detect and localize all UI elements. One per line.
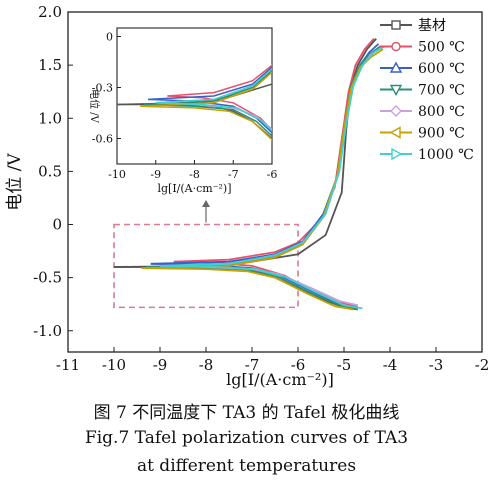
legend-marker-triangle xyxy=(389,61,403,73)
y-tick-label: 2.0 xyxy=(38,3,62,21)
inset-x-axis-label: lg[I/(A·cm⁻²)] xyxy=(157,182,231,195)
y-tick-label: 0.5 xyxy=(38,162,62,180)
inset-series-line-600-anodic xyxy=(147,66,272,101)
legend-item: 1000 ℃ xyxy=(380,147,474,163)
x-tick-label: -7 xyxy=(245,356,260,374)
main-plot: -11 -10 -9 -8 -7 -6 -5 -4 -3 -2 -1.0 -0.5 0 0.5 1.0 1.5… xyxy=(5,3,489,389)
series-line-base-cathodic xyxy=(114,266,358,311)
x-tick-label: -8 xyxy=(199,356,214,374)
inset-series-line-900-cathodic xyxy=(140,105,272,141)
inset-x-tick-label: -9 xyxy=(150,168,161,181)
legend-item: 700 ℃ xyxy=(380,83,465,99)
x-tick-label: -4 xyxy=(383,356,398,374)
inset-frame xyxy=(116,27,273,165)
y-tick-label: -0.5 xyxy=(33,269,62,287)
figure-caption-english-line2: at different temperatures xyxy=(136,456,357,476)
legend-marker-triangle-left xyxy=(389,126,401,139)
series-line-1000-cathodic xyxy=(159,265,363,310)
x-tick-label: -10 xyxy=(102,356,126,374)
x-tick-label: -3 xyxy=(429,356,444,374)
inset-y-tick-label: -0.3 xyxy=(92,82,113,95)
inset-x-tick-label: -8 xyxy=(189,168,200,181)
legend-item: 600 ℃ xyxy=(380,61,465,77)
inset-x-tick-label: -10 xyxy=(108,168,126,181)
legend-item: 900 ℃ xyxy=(380,126,465,142)
legend-marker-square xyxy=(391,20,401,30)
legend-marker-triangle-right xyxy=(391,147,403,161)
y-axis-label: 电位 /V xyxy=(5,153,25,211)
zoom-region-box xyxy=(113,223,299,309)
series-line-1000-anodic xyxy=(159,45,386,267)
x-tick-label: -11 xyxy=(56,356,80,374)
legend-marker-triangle-down xyxy=(389,84,403,96)
legend-label: 700 ℃ xyxy=(418,83,465,99)
inset-plot: -10 -9 -8 -7 -6 0 -0.3 -0.6 lg[I/(A·cm⁻²)] 电位 /V xyxy=(88,27,278,195)
inset-series-line-900-anodic xyxy=(140,71,272,107)
series-line-700-cathodic xyxy=(146,266,359,311)
legend: 基材 500 ℃ 600 ℃ 700 ℃ 800 ℃ 900 ℃ 1000 ℃ xyxy=(380,17,474,163)
x-axis-label: lg[I/(A·cm⁻²)] xyxy=(226,370,334,389)
legend-label: 500 ℃ xyxy=(418,40,465,56)
inset-series-line-1000-anodic xyxy=(155,67,272,104)
legend-label: 基材 xyxy=(418,17,446,34)
inset-series-line-500-cathodic xyxy=(167,95,272,132)
inset-series-line-500-anodic xyxy=(167,63,272,97)
y-tick-label: -1.0 xyxy=(33,322,62,340)
legend-item: 基材 xyxy=(380,17,446,34)
inset-y-axis-label: 电位 /V xyxy=(88,89,101,124)
inset-series-line-700-cathodic xyxy=(144,103,272,138)
x-tick-label: -9 xyxy=(153,356,168,374)
y-tick-label: 1.5 xyxy=(38,56,62,74)
plot-frame xyxy=(67,11,483,353)
legend-label: 900 ℃ xyxy=(418,126,465,142)
legend-marker-circle xyxy=(391,41,401,52)
inset-y-tick-label: 0 xyxy=(106,31,113,44)
figure-caption-chinese: 图 7 不同温度下 TA3 的 Tafel 极化曲线 xyxy=(93,403,400,423)
y-tick-label: 0 xyxy=(52,216,62,234)
figure-caption-english-line1: Fig.7 Tafel polarization curves of TA3 xyxy=(84,428,409,448)
inset-x-tick-label: -7 xyxy=(228,168,239,181)
x-tick-label: -6 xyxy=(291,356,306,374)
x-tick-label: -5 xyxy=(337,356,352,374)
series-line-900-cathodic xyxy=(141,267,354,311)
legend-label: 800 ℃ xyxy=(418,104,465,120)
inset-series-group xyxy=(117,63,272,141)
inset-y-tick-label: -0.6 xyxy=(92,133,113,146)
legend-marker-diamond xyxy=(390,105,402,117)
inset-x-tick-label: -6 xyxy=(267,168,278,181)
legend-item: 800 ℃ xyxy=(380,104,465,120)
inset-series-line-1000-cathodic xyxy=(155,102,272,132)
inset-series-line-700-anodic xyxy=(144,69,272,106)
zoom-arrow-head xyxy=(202,200,210,207)
legend-label: 1000 ℃ xyxy=(418,147,474,163)
y-tick-label: 1.0 xyxy=(38,109,62,127)
legend-item: 500 ℃ xyxy=(380,40,465,56)
x-tick-label: -2 xyxy=(475,356,490,374)
legend-label: 600 ℃ xyxy=(418,61,465,77)
